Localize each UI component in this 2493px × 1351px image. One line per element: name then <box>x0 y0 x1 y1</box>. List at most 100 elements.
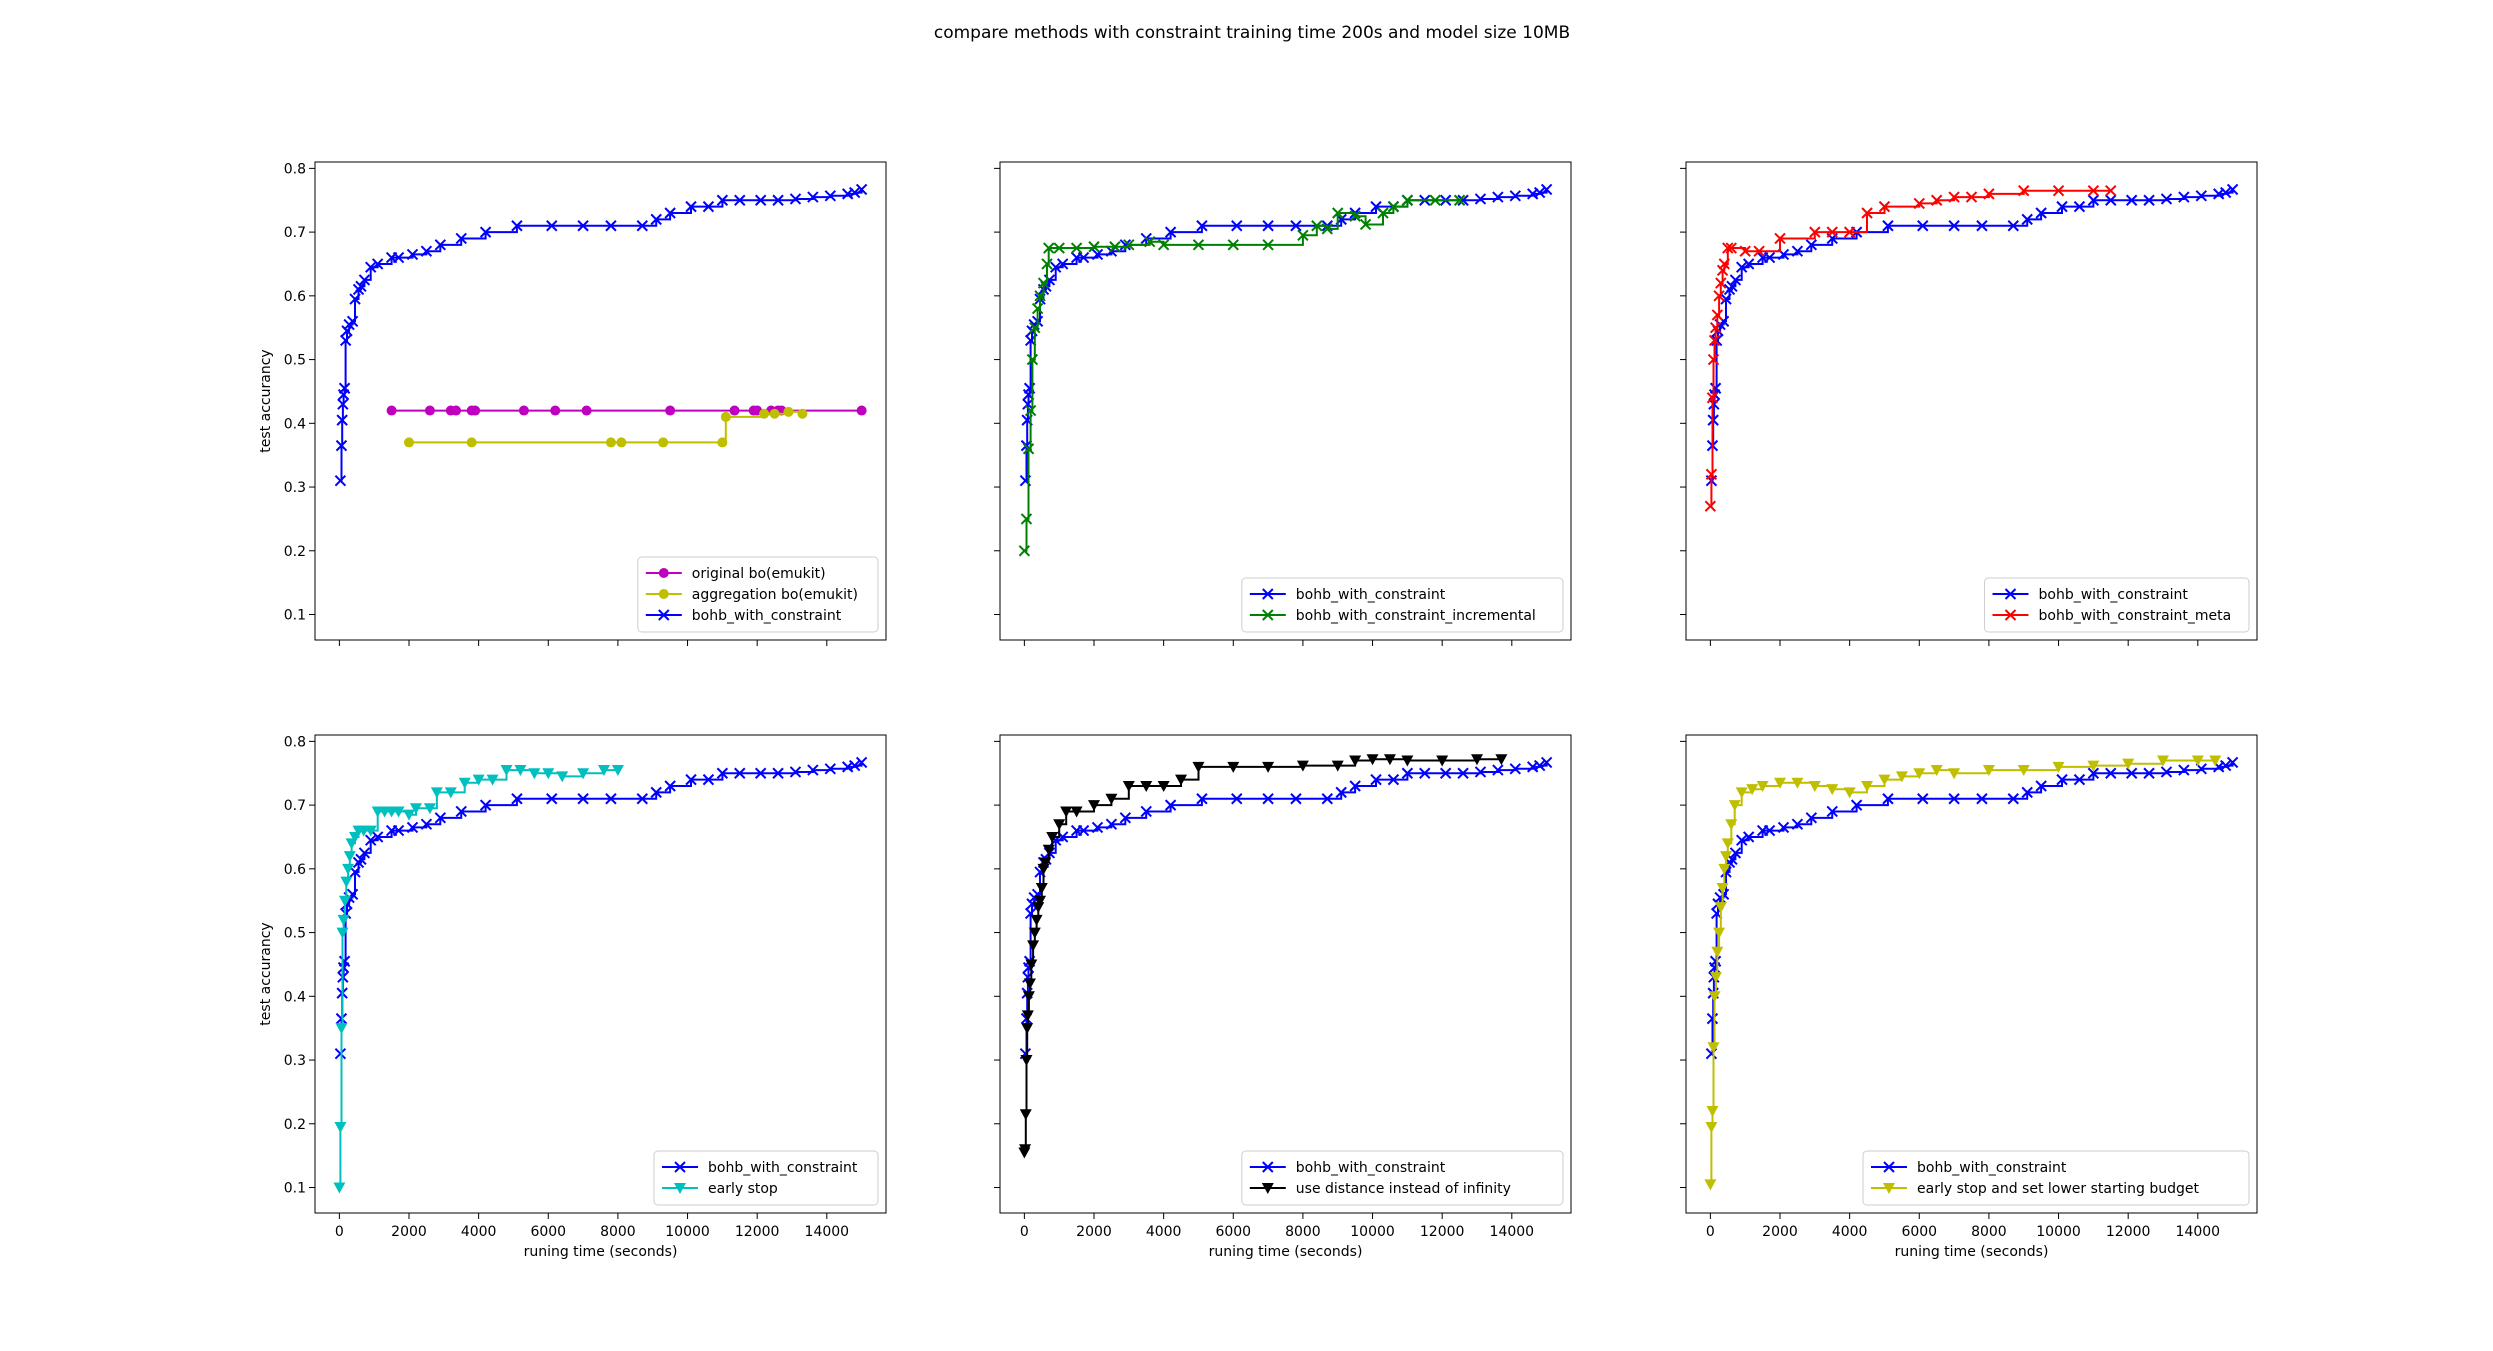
y-tick-label: 0.7 <box>284 798 306 814</box>
data-point <box>1419 767 1431 779</box>
data-point <box>1540 183 1553 196</box>
series-line <box>409 410 804 444</box>
data-point <box>1705 1121 1718 1133</box>
data-point <box>1037 863 1050 875</box>
y-tick-label: 0.3 <box>284 1053 306 1069</box>
x-tick-label: 0 <box>335 1224 344 1240</box>
data-point <box>1540 756 1553 769</box>
data-point <box>1791 245 1804 257</box>
x-tick-label: 14000 <box>805 1224 850 1240</box>
data-point <box>1349 780 1361 792</box>
series-0 <box>1019 183 1553 487</box>
data-point <box>1708 334 1721 347</box>
plot-area <box>334 183 868 487</box>
y-tick-label: 0.2 <box>284 544 306 560</box>
data-point <box>336 414 348 426</box>
legend-marker <box>2004 588 2017 600</box>
data-point <box>346 315 359 328</box>
subplot-6: 0 2000 4000 6000 8000 10000 12000 14000 runing t… <box>1680 734 2258 1260</box>
data-point <box>358 274 371 286</box>
data-point <box>1192 239 1205 251</box>
subplot-5: 0 2000 4000 6000 8000 10000 12000 14000 runing t… <box>994 734 1572 1260</box>
x-tick-label: 10000 <box>665 1224 710 1240</box>
data-point <box>335 1023 348 1035</box>
data-point <box>1982 765 1995 777</box>
data-point <box>797 408 808 419</box>
data-point <box>1492 191 1504 203</box>
data-point <box>1262 220 1274 232</box>
data-point <box>1474 193 1487 205</box>
data-point <box>789 766 802 778</box>
series-1 <box>333 765 624 1194</box>
data-point <box>1826 226 1838 238</box>
data-point <box>1708 991 1721 1003</box>
data-point <box>1742 258 1755 270</box>
data-point <box>1808 780 1821 792</box>
data-point <box>1028 927 1041 939</box>
data-point <box>550 405 561 416</box>
series-1 <box>1704 184 2117 512</box>
x-axis-label: runing time (seconds) <box>1895 1244 2049 1260</box>
series-0 <box>1019 756 1553 1060</box>
data-point <box>2125 767 2138 779</box>
data-point <box>1077 824 1090 837</box>
data-point <box>2052 761 2065 773</box>
data-point <box>1470 754 1483 766</box>
data-point <box>1335 786 1347 799</box>
data-point <box>1019 1144 1032 1156</box>
data-point <box>371 258 384 270</box>
data-point <box>466 437 477 448</box>
data-point <box>1296 760 1309 772</box>
data-point <box>1401 194 1414 206</box>
data-point <box>1157 780 1170 792</box>
data-point <box>1704 1179 1717 1191</box>
x-tick-label: 6000 <box>1215 1224 1251 1240</box>
data-point <box>1742 831 1755 843</box>
series-0 <box>1705 756 2239 1060</box>
data-point <box>1043 242 1055 254</box>
data-point <box>1714 902 1727 914</box>
data-point <box>518 405 529 416</box>
data-point <box>2105 194 2117 206</box>
data-point <box>470 405 481 416</box>
axes-frame <box>999 161 1572 641</box>
data-point <box>1726 280 1738 292</box>
data-point <box>1736 834 1748 846</box>
legend-label: bohb_with_constraint <box>708 1160 858 1176</box>
data-point <box>1763 251 1776 264</box>
data-point <box>364 825 377 837</box>
legend-marker <box>674 1183 686 1194</box>
data-point <box>2087 760 2100 772</box>
data-point <box>807 764 819 776</box>
data-point <box>1716 264 1729 277</box>
data-point <box>759 408 770 419</box>
data-point <box>2035 780 2047 792</box>
data-point <box>1227 239 1239 251</box>
data-point <box>1119 812 1132 824</box>
data-point <box>1805 239 1818 251</box>
data-point <box>1930 194 1943 206</box>
data-point <box>1965 191 1978 203</box>
legend-box <box>1241 577 1564 633</box>
data-point <box>1495 754 1508 766</box>
data-point <box>789 193 802 205</box>
x-tick-label: 6000 <box>530 1224 566 1240</box>
data-point <box>424 405 435 416</box>
data-point <box>1710 334 1723 347</box>
data-point <box>409 803 422 815</box>
data-point <box>420 818 433 830</box>
y-tick-label: 0.3 <box>284 480 306 496</box>
data-point <box>1895 771 1908 783</box>
data-point <box>479 799 492 811</box>
data-point <box>546 220 558 232</box>
data-point <box>848 186 861 199</box>
data-point <box>1091 248 1104 261</box>
data-point <box>577 220 589 232</box>
x-tick-label: 4000 <box>1832 1224 1868 1240</box>
data-point <box>1088 241 1100 253</box>
data-point <box>665 405 676 416</box>
data-point <box>1024 404 1037 417</box>
data-point <box>511 220 523 232</box>
data-point <box>1262 793 1274 805</box>
data-point <box>1021 1023 1034 1035</box>
